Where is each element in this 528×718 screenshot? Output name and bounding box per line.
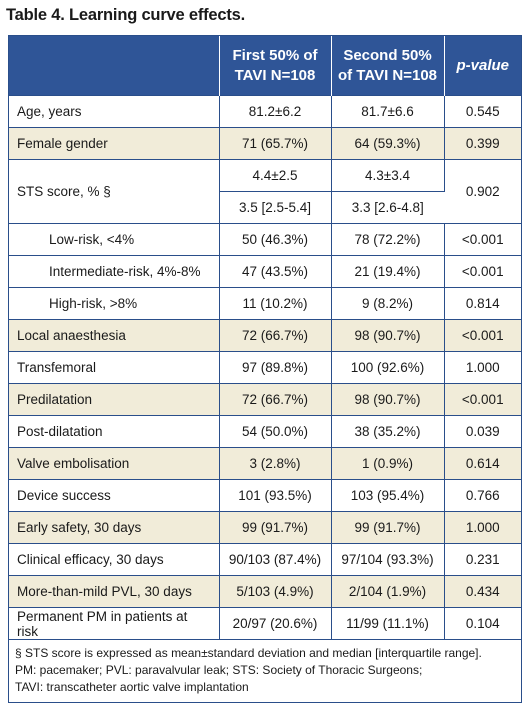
row-label: Valve embolisation [9,447,220,480]
cell-second: 98 (90.7%) [331,383,445,416]
cell-first: 4.4±2.5 [219,159,332,192]
cell-second: 103 (95.4%) [331,479,445,512]
table-row: Intermediate-risk, 4%-8% 47 (43.5%) 21 (… [9,255,521,288]
row-label: Local anaesthesia [9,319,220,352]
row-label: Predilatation [9,383,220,416]
table-row: Clinical efficacy, 30 days 90/103 (87.4%… [9,543,521,576]
cell-first-median: 3.5 [2.5-5.4] [219,191,332,224]
cell-second: 4.3±3.4 [331,159,445,192]
table-row: High-risk, >8% 11 (10.2%) 9 (8.2%) 0.814 [9,287,521,320]
cell-pvalue: <0.001 [444,383,521,416]
cell-second: 99 (91.7%) [331,511,445,544]
cell-first: 47 (43.5%) [219,255,332,288]
cell-pvalue: 0.766 [444,479,521,512]
header-blank [9,36,220,96]
cell-second: 98 (90.7%) [331,319,445,352]
cell-second: 97/104 (93.3%) [331,543,445,576]
table-row: Age, years 81.2±6.2 81.7±6.6 0.545 [9,95,521,128]
header-pvalue: p-value [444,36,521,96]
cell-second: 1 (0.9%) [331,447,445,480]
footnote-line: PM: pacemaker; PVL: paravalvular leak; S… [15,663,423,677]
table-row: Local anaesthesia 72 (66.7%) 98 (90.7%) … [9,319,521,352]
cell-pvalue: 0.902 [444,159,521,224]
cell-first: 3 (2.8%) [219,447,332,480]
cell-second: 11/99 (11.1%) [331,607,445,639]
cell-first: 81.2±6.2 [219,95,332,128]
table-row: Transfemoral 97 (89.8%) 100 (92.6%) 1.00… [9,351,521,384]
row-label: Female gender [9,127,220,160]
cell-first: 11 (10.2%) [219,287,332,320]
footnote-line: TAVI: transcatheter aortic valve implant… [15,680,249,694]
row-label: Post-dilatation [9,415,220,448]
row-label: Device success [9,479,220,512]
cell-first: 5/103 (4.9%) [219,575,332,608]
table-row: More-than-mild PVL, 30 days 5/103 (4.9%)… [9,575,521,608]
cell-second: 21 (19.4%) [331,255,445,288]
table-row: 3.5 [2.5-5.4] 3.3 [2.6-4.8] [9,191,521,224]
learning-curve-table: First 50% of TAVI N=108 Second 50% of TA… [9,36,521,639]
cell-second-median: 3.3 [2.6-4.8] [331,191,444,224]
table-row: Device success 101 (93.5%) 103 (95.4%) 0… [9,479,521,512]
cell-pvalue: <0.001 [444,223,521,256]
cell-pvalue: 0.231 [444,543,521,576]
cell-first: 99 (91.7%) [219,511,332,544]
cell-pvalue: 0.545 [444,95,521,128]
cell-pvalue: <0.001 [444,319,521,352]
cell-pvalue: 0.614 [444,447,521,480]
cell-second: 2/104 (1.9%) [331,575,445,608]
row-label: Low-risk, <4% [9,223,220,256]
table-row: Permanent PM in patients at risk 20/97 (… [9,607,521,639]
table-container: First 50% of TAVI N=108 Second 50% of TA… [8,35,522,703]
table-row: Predilatation 72 (66.7%) 98 (90.7%) <0.0… [9,383,521,416]
row-label: Permanent PM in patients at risk [9,607,220,639]
row-label: High-risk, >8% [9,287,220,320]
table-row: Valve embolisation 3 (2.8%) 1 (0.9%) 0.6… [9,447,521,480]
cell-second: 9 (8.2%) [331,287,445,320]
cell-second: 100 (92.6%) [331,351,445,384]
cell-second: 81.7±6.6 [331,95,445,128]
cell-second: 64 (59.3%) [331,127,445,160]
row-label: Age, years [9,95,220,128]
table-row: STS score, % § 4.4±2.5 4.3±3.4 0.902 [9,159,521,224]
cell-pvalue: 0.104 [444,607,521,639]
row-label: Intermediate-risk, 4%-8% [9,255,220,288]
cell-second: 38 (35.2%) [331,415,445,448]
footnote-line: § STS score is expressed as mean±standar… [15,646,482,660]
row-label: More-than-mild PVL, 30 days [9,575,220,608]
table-row: Early safety, 30 days 99 (91.7%) 99 (91.… [9,511,521,544]
header-second: Second 50% of TAVI N=108 [331,36,445,96]
table-footnote: § STS score is expressed as mean±standar… [9,639,521,702]
row-label: Early safety, 30 days [9,511,220,544]
row-label: Transfemoral [9,351,220,384]
cell-first: 71 (65.7%) [219,127,332,160]
cell-pvalue: 0.039 [444,415,521,448]
cell-first: 50 (46.3%) [219,223,332,256]
cell-pvalue: <0.001 [444,255,521,288]
cell-pvalue: 0.399 [444,127,521,160]
header-row: First 50% of TAVI N=108 Second 50% of TA… [9,36,521,96]
cell-first: 97 (89.8%) [219,351,332,384]
cell-first: 72 (66.7%) [219,319,332,352]
header-pvalue-text: p-value [456,56,509,74]
cell-second: 78 (72.2%) [331,223,445,256]
cell-first: 72 (66.7%) [219,383,332,416]
row-label: Clinical efficacy, 30 days [9,543,220,576]
cell-first: 54 (50.0%) [219,415,332,448]
cell-pvalue: 0.814 [444,287,521,320]
row-label: STS score, % § [9,159,220,224]
cell-pvalue: 1.000 [444,511,521,544]
header-first: First 50% of TAVI N=108 [219,36,332,96]
cell-first: 101 (93.5%) [219,479,332,512]
cell-first: 90/103 (87.4%) [219,543,332,576]
table-title: Table 4. Learning curve effects. [6,6,246,24]
cell-pvalue: 1.000 [444,351,521,384]
table-row: Low-risk, <4% 50 (46.3%) 78 (72.2%) <0.0… [9,223,521,256]
cell-pvalue: 0.434 [444,575,521,608]
table-row: Female gender 71 (65.7%) 64 (59.3%) 0.39… [9,127,521,160]
table-row: Post-dilatation 54 (50.0%) 38 (35.2%) 0.… [9,415,521,448]
cell-first: 20/97 (20.6%) [219,607,332,639]
